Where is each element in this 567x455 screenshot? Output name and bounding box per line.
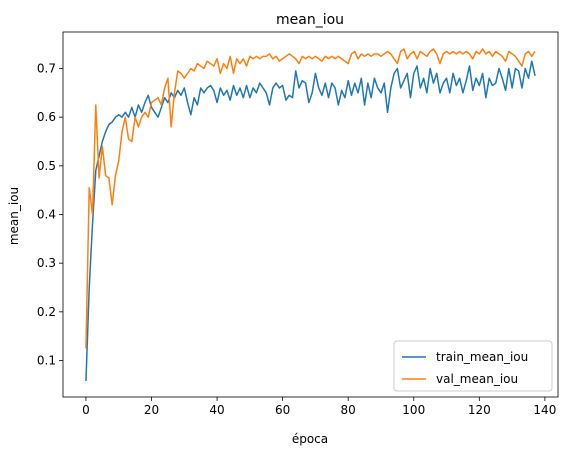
x-tick-label: 100 xyxy=(402,403,425,417)
y-tick-label: 0.2 xyxy=(37,305,56,319)
x-tick-label: 60 xyxy=(275,403,290,417)
y-tick-label: 0.7 xyxy=(37,62,56,76)
plot-area: 0 20 40 60 80 100 120 140 0.1 0.2 0.3 0.4 0.5 0.6 0.7 xyxy=(37,31,559,417)
y-tick-label: 0.6 xyxy=(37,110,56,124)
x-tick-label: 140 xyxy=(533,403,556,417)
series-line-val-mean-iou xyxy=(85,48,536,349)
x-axis-label: época xyxy=(292,432,328,446)
y-tick-label: 0.1 xyxy=(37,354,56,368)
y-tick-label: 0.5 xyxy=(37,159,56,173)
x-tick-label: 20 xyxy=(144,403,159,417)
chart-title: mean_iou xyxy=(276,12,344,28)
y-axis-ticks: 0.1 0.2 0.3 0.4 0.5 0.6 0.7 xyxy=(37,62,63,368)
x-tick-label: 0 xyxy=(82,403,90,417)
x-tick-label: 120 xyxy=(468,403,491,417)
y-tick-label: 0.3 xyxy=(37,256,56,270)
y-axis-label: mean_iou xyxy=(7,187,21,245)
x-axis-ticks: 0 20 40 60 80 100 120 140 xyxy=(82,397,556,417)
x-tick-label: 80 xyxy=(341,403,356,417)
y-tick-label: 0.4 xyxy=(37,208,56,222)
legend-box xyxy=(393,340,553,392)
legend-label-val-mean-iou: val_mean_iou xyxy=(436,372,518,386)
legend: train_mean_iou val_mean_iou xyxy=(393,340,553,392)
series-layer xyxy=(85,48,536,381)
legend-label-train-mean-iou: train_mean_iou xyxy=(436,350,528,364)
x-tick-label: 40 xyxy=(209,403,224,417)
series-line-train-mean-iou xyxy=(85,60,536,381)
